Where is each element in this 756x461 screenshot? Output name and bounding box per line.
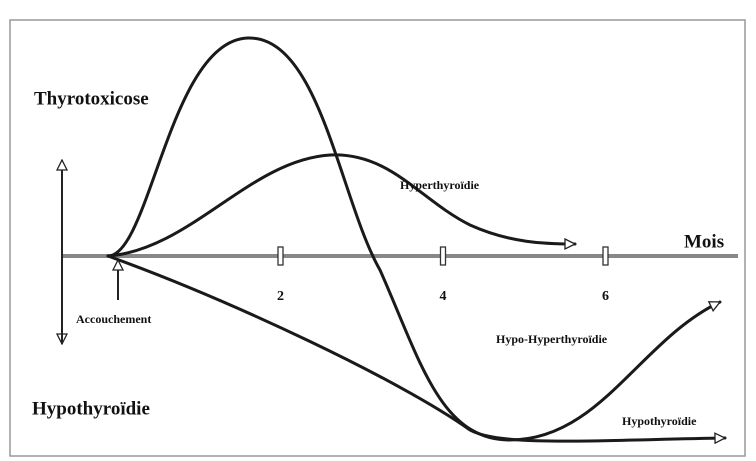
- axis-label: Mois: [684, 231, 724, 252]
- label: Hypo-Hyperthyroïdie: [496, 332, 608, 346]
- hyperthyroid-curve: [106, 153, 577, 258]
- tick-label: 6: [602, 289, 609, 304]
- tick-mark: [602, 246, 609, 266]
- tick-mark: [439, 246, 447, 266]
- hypo-hyper-curve: [106, 36, 722, 442]
- label: Hypothyroïdie: [622, 414, 697, 428]
- hypothyroid-curve: [106, 254, 727, 441]
- tick-mark: [277, 246, 284, 266]
- label: Accouchement: [76, 312, 151, 326]
- label: Hypothyroïdie: [32, 398, 150, 419]
- label: Thyrotoxicose: [34, 88, 149, 109]
- tick-label: 4: [440, 289, 447, 304]
- tick-label: 2: [277, 289, 284, 304]
- frame: [9, 19, 746, 457]
- label: Hyperthyroïdie: [400, 178, 480, 192]
